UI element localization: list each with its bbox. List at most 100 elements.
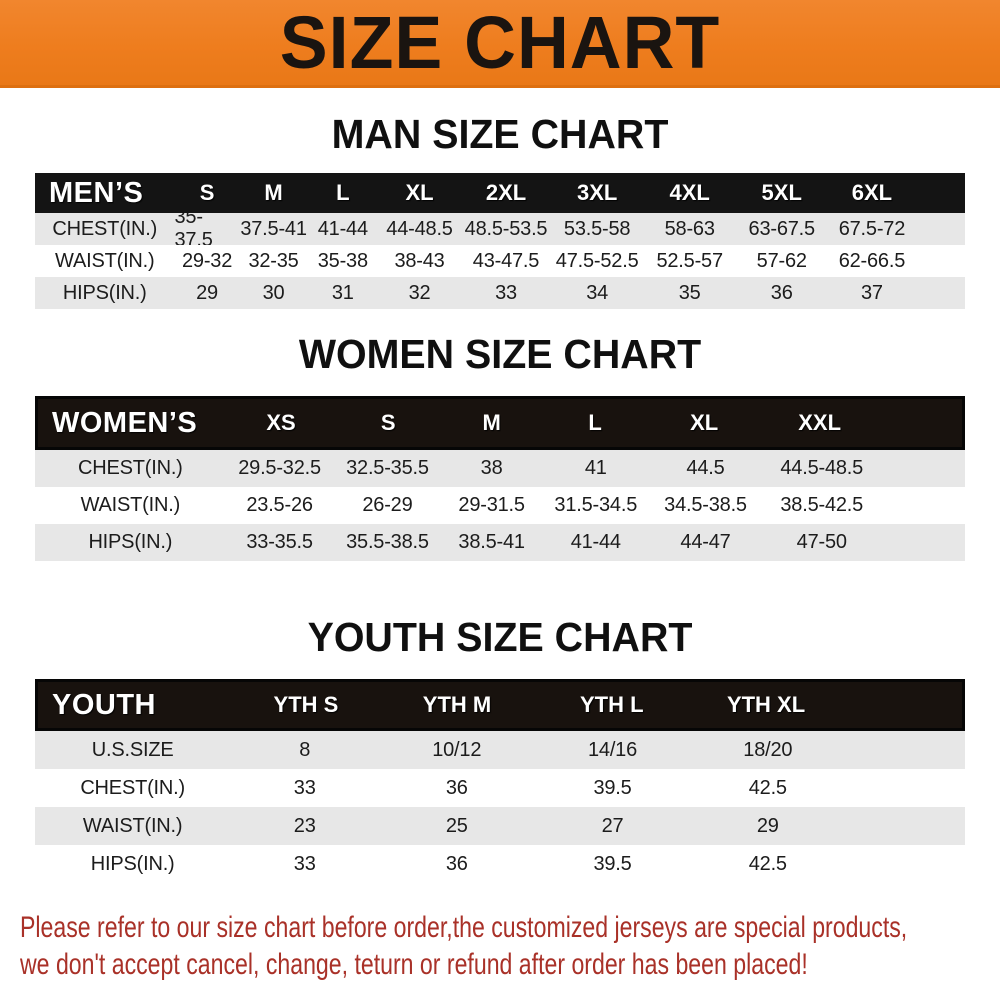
value-cell: 44-48.5 xyxy=(386,217,453,240)
table-header-row: WOMEN’S XS S M L XL XXL xyxy=(35,396,965,450)
column-header: M xyxy=(264,180,283,205)
column-header: XL xyxy=(690,410,719,435)
table-row: WAIST(IN.) 23.5-26 26-29 29-31.5 31.5-34.5 34… xyxy=(35,487,965,524)
table-corner-label: MEN’S xyxy=(49,176,144,209)
row-label: WAIST(IN.) xyxy=(80,494,181,516)
value-cell: 52.5-57 xyxy=(656,249,723,272)
value-cell: 42.5 xyxy=(748,852,787,875)
value-cell: 44-47 xyxy=(680,531,731,553)
table-row: U.S.SIZE 8 10/12 14/16 18/20 xyxy=(35,731,965,769)
spacer-cell xyxy=(917,245,965,277)
value-cell: 67.5-72 xyxy=(838,217,906,240)
value-cell: 57-62 xyxy=(756,249,807,272)
value-cell: 31.5-34.5 xyxy=(554,494,638,516)
notice-line-1: Please refer to our size chart before or… xyxy=(20,911,908,944)
value-cell: 27 xyxy=(601,814,624,837)
value-cell: 10/12 xyxy=(432,738,482,761)
value-cell: 33 xyxy=(495,281,517,304)
table-header-row: MEN’S S M L XL 2XL 3XL 4XL 5XL 6XL xyxy=(35,173,965,213)
size-table: WOMEN’S XS S M L XL XXL CHEST(IN.) 29.5-32.5 32.5… xyxy=(35,396,965,561)
column-header: YTH M xyxy=(422,692,492,717)
value-cell: 35.5-38.5 xyxy=(346,531,429,553)
value-cell: 35-37.5 xyxy=(174,213,213,245)
column-header: 5XL xyxy=(761,180,802,205)
spacer-cell xyxy=(880,399,962,447)
value-cell: 39.5 xyxy=(593,852,632,875)
value-cell: 14/16 xyxy=(587,738,638,761)
value-cell: 53.5-58 xyxy=(563,217,631,240)
spacer-cell xyxy=(917,213,965,245)
spacer-cell xyxy=(882,450,965,487)
row-label: HIPS(IN.) xyxy=(62,281,147,304)
value-cell: 38.5-42.5 xyxy=(780,494,864,516)
spacer-cell xyxy=(917,277,965,309)
column-header: 6XL xyxy=(851,180,893,205)
row-label: CHEST(IN.) xyxy=(52,217,158,240)
value-cell: 48.5-53.5 xyxy=(464,217,548,240)
value-cell: 35-38 xyxy=(317,249,368,272)
value-cell: 29.5-32.5 xyxy=(238,457,321,479)
table-row: HIPS(IN.) 33-35.5 35.5-38.5 38.5-41 41-44 44-… xyxy=(35,524,965,561)
value-cell: 34.5-38.5 xyxy=(664,494,747,516)
size-table: YOUTH YTH S YTH M YTH L YTH XL U.S.SIZE 8 10/12… xyxy=(35,679,965,883)
order-notice: Please refer to our size chart before or… xyxy=(20,909,1000,983)
value-cell: 33 xyxy=(293,776,316,799)
value-cell: 23.5-26 xyxy=(246,494,313,516)
value-cell: 37 xyxy=(861,281,883,304)
section-heading: YOUTH SIZE CHART xyxy=(307,614,693,660)
spacer-cell xyxy=(882,524,965,561)
value-cell: 26-29 xyxy=(362,494,413,516)
value-cell: 29-31.5 xyxy=(458,494,525,516)
table-row: WAIST(IN.) 23 25 27 29 xyxy=(35,807,965,845)
value-cell: 44.5 xyxy=(686,457,725,479)
value-cell: 32-35 xyxy=(248,249,299,272)
section-heading: WOMEN SIZE CHART xyxy=(298,331,702,377)
column-header: M xyxy=(482,410,501,435)
value-cell: 36 xyxy=(445,776,468,799)
spacer-cell xyxy=(845,845,965,883)
table-corner-label: YOUTH xyxy=(52,688,156,721)
table-row: WAIST(IN.) 29-32 32-35 35-38 38-43 43-47.5 47.… xyxy=(35,245,965,277)
value-cell: 38.5-41 xyxy=(458,531,525,553)
value-cell: 36 xyxy=(770,281,793,304)
value-cell: 38-43 xyxy=(394,249,445,272)
column-header: YTH L xyxy=(579,692,644,717)
size-chart-banner: SIZE CHART xyxy=(0,0,1000,88)
value-cell: 39.5 xyxy=(593,776,632,799)
table-header-row: YOUTH YTH S YTH M YTH L YTH XL xyxy=(35,679,965,731)
value-cell: 38 xyxy=(480,457,503,479)
value-cell: 31 xyxy=(331,281,354,304)
value-cell: 63-67.5 xyxy=(748,217,816,240)
table-row: HIPS(IN.) 33 36 39.5 42.5 xyxy=(35,845,965,883)
row-label: CHEST(IN.) xyxy=(77,457,183,479)
value-cell: 41-44 xyxy=(570,531,621,553)
table-row: CHEST(IN.) 29.5-32.5 32.5-35.5 38 41 44.5 44.5… xyxy=(35,450,965,487)
value-cell: 36 xyxy=(445,852,468,875)
value-cell: 30 xyxy=(262,281,285,304)
size-tables-container: MAN SIZE CHART MEN’S S M L XL 2XL 3XL 4XL 5XL 6XL C… xyxy=(0,114,1000,883)
value-cell: 8 xyxy=(299,738,311,761)
row-label: HIPS(IN.) xyxy=(88,531,173,553)
row-label: WAIST(IN.) xyxy=(55,249,155,272)
table-row: CHEST(IN.) 35-37.5 37.5-41 41-44 44-48.5 48.5… xyxy=(35,213,965,245)
column-header: 3XL xyxy=(576,180,618,205)
row-label: U.S.SIZE xyxy=(91,738,174,761)
value-cell: 47.5-52.5 xyxy=(555,249,639,272)
value-cell: 29 xyxy=(756,814,779,837)
value-cell: 58-63 xyxy=(664,217,715,240)
spacer-cell xyxy=(845,769,965,807)
value-cell: 35 xyxy=(678,281,701,304)
value-cell: 32 xyxy=(408,281,431,304)
column-header: 2XL xyxy=(485,180,527,205)
column-header: XS xyxy=(266,410,296,435)
value-cell: 42.5 xyxy=(748,776,787,799)
column-header: S xyxy=(199,180,215,205)
spacer-cell xyxy=(882,487,965,524)
column-header: YTH XL xyxy=(726,692,806,717)
value-cell: 33-35.5 xyxy=(246,531,313,553)
spacer-cell xyxy=(843,682,962,728)
column-header: S xyxy=(380,410,396,435)
value-cell: 37.5-41 xyxy=(240,217,307,240)
spacer-cell xyxy=(845,731,965,769)
column-header: XL xyxy=(405,180,434,205)
